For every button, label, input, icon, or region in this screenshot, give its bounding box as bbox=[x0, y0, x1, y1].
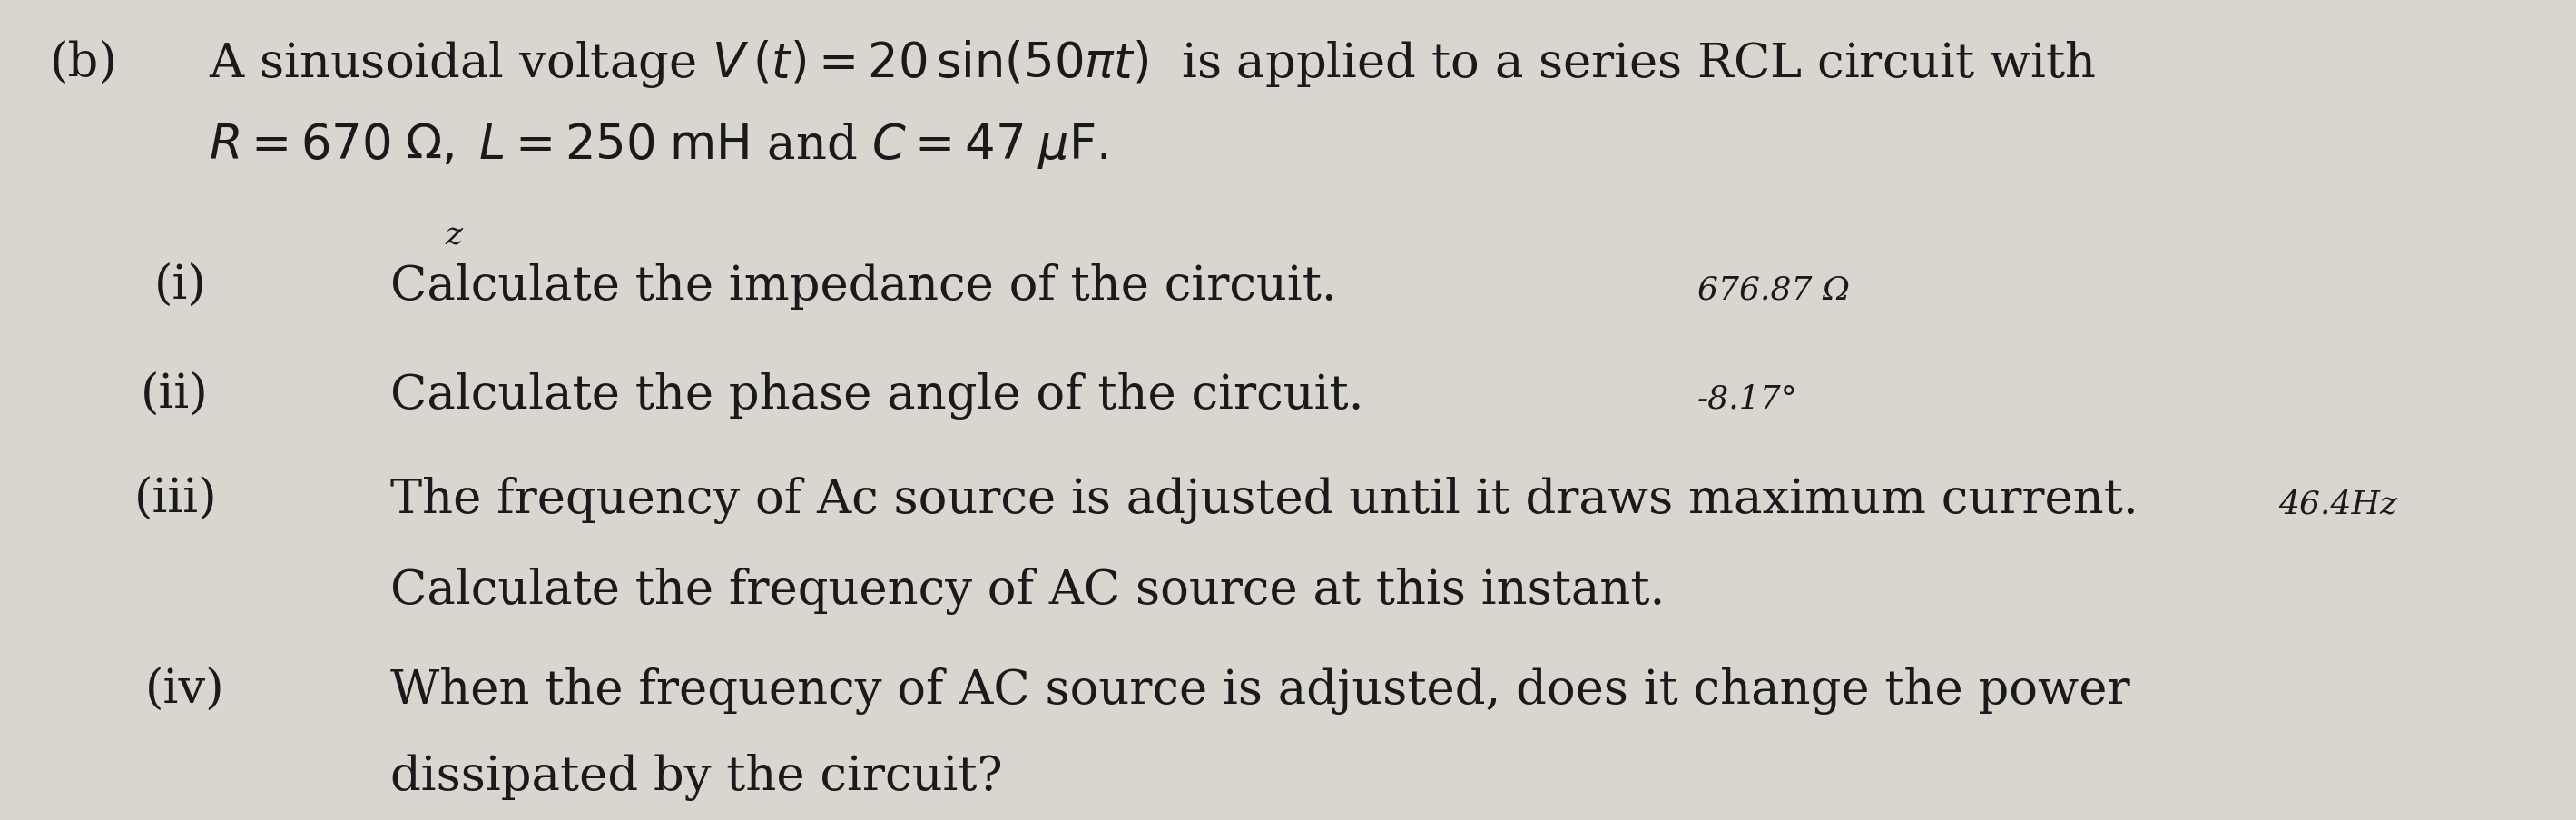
Text: (iv): (iv) bbox=[144, 667, 224, 713]
Text: Calculate the impedance of the circuit.: Calculate the impedance of the circuit. bbox=[392, 263, 1337, 309]
Text: (i): (i) bbox=[155, 263, 206, 309]
Text: (ii): (ii) bbox=[142, 372, 209, 418]
Text: (b): (b) bbox=[49, 41, 118, 87]
Text: z: z bbox=[446, 221, 461, 251]
Text: -8.17°: -8.17° bbox=[1698, 384, 1798, 415]
Text: $R = 670\;\Omega,\; L = 250\;\mathrm{mH}$ and $C = 47\;\mu\mathrm{F}.$: $R = 670\;\Omega,\; L = 250\;\mathrm{mH}… bbox=[209, 121, 1108, 171]
Text: Calculate the frequency of AC source at this instant.: Calculate the frequency of AC source at … bbox=[392, 567, 1664, 614]
Text: The frequency of Ac source is adjusted until it draws maximum current.: The frequency of Ac source is adjusted u… bbox=[392, 476, 2138, 523]
Text: dissipated by the circuit?: dissipated by the circuit? bbox=[392, 753, 1002, 800]
Text: When the frequency of AC source is adjusted, does it change the power: When the frequency of AC source is adjus… bbox=[392, 667, 2130, 714]
Text: Calculate the phase angle of the circuit.: Calculate the phase angle of the circuit… bbox=[392, 372, 1363, 419]
Text: 46.4Hz: 46.4Hz bbox=[2277, 488, 2398, 519]
Text: A sinusoidal voltage $V\,(t) = 20\,\sin(50\pi t)$  is applied to a series RCL ci: A sinusoidal voltage $V\,(t) = 20\,\sin(… bbox=[209, 38, 2097, 90]
Text: (iii): (iii) bbox=[134, 476, 216, 522]
Text: 676.87 Ω: 676.87 Ω bbox=[1698, 275, 1850, 306]
